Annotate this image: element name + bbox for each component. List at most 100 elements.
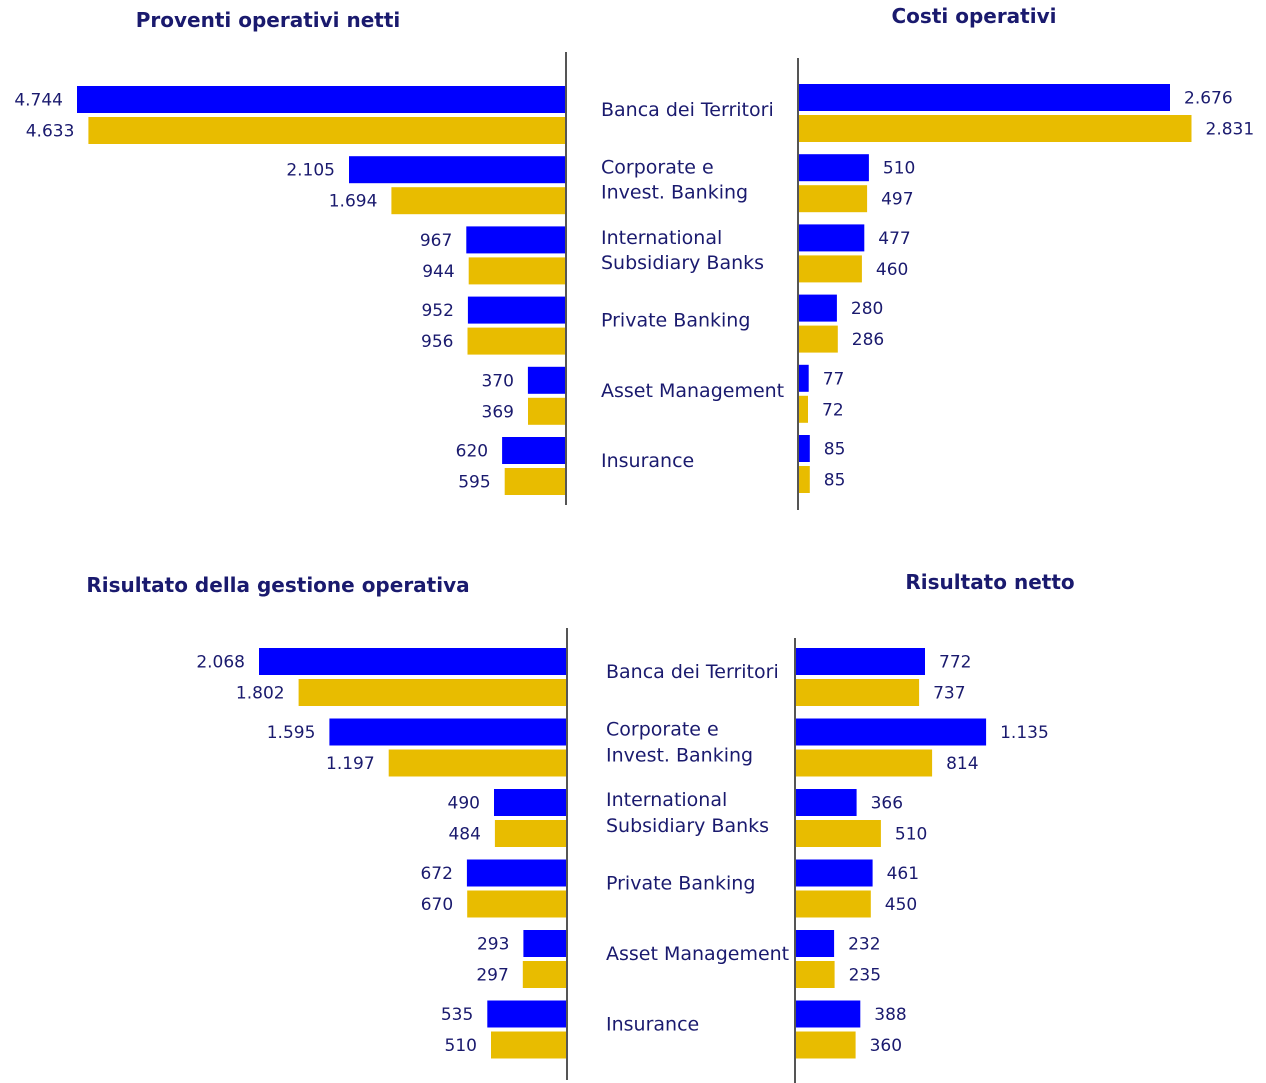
bar-p1-s0-c4 <box>798 364 809 392</box>
bar-p0-s1-c2 <box>468 257 566 285</box>
value-label-p1-s1-c5: 85 <box>824 471 846 491</box>
bar-p2-s1-c5 <box>491 1031 567 1059</box>
value-label-p0-s0-c0: 4.744 <box>14 91 63 111</box>
bar-p1-s1-c5 <box>798 466 810 493</box>
bar-p1-s0-c5 <box>798 435 810 462</box>
bar-p2-s1-c2 <box>494 820 567 847</box>
bar-p1-s1-c2 <box>798 255 862 283</box>
value-label-p2-s1-c0: 1.802 <box>236 684 285 704</box>
value-label-p1-s0-c0: 2.676 <box>1184 89 1233 109</box>
bar-p3-s1-c3 <box>795 890 871 918</box>
bar-p1-s1-c3 <box>798 325 838 353</box>
bar-p1-s0-c2 <box>798 224 865 252</box>
value-label-p1-s0-c3: 280 <box>851 299 883 319</box>
value-label-p0-s0-c2: 967 <box>420 231 452 251</box>
value-label-p3-s0-c2: 366 <box>871 794 903 814</box>
value-label-p2-s1-c1: 1.197 <box>326 754 375 774</box>
bar-p0-s0-c5 <box>502 437 566 464</box>
bar-p3-s0-c4 <box>795 930 835 957</box>
category-label-r1-c1-l0: Corporate e <box>606 719 719 741</box>
bar-p2-s0-c0 <box>259 648 567 675</box>
bar-p1-s1-c1 <box>798 185 868 213</box>
category-label-r1-c2-l1: Subsidiary Banks <box>606 815 769 837</box>
bar-p0-s0-c1 <box>349 156 566 184</box>
value-label-p2-s1-c3: 670 <box>421 895 453 915</box>
bar-p0-s1-c3 <box>467 327 566 355</box>
bar-p0-s0-c4 <box>527 366 566 394</box>
bar-p2-s1-c1 <box>388 749 567 777</box>
bar-p0-s0-c2 <box>466 226 566 254</box>
value-label-p3-s1-c2: 510 <box>895 825 927 845</box>
bar-p2-s1-c3 <box>467 890 567 918</box>
value-label-p2-s0-c0: 2.068 <box>196 653 245 673</box>
category-label-r1-c1-l1: Invest. Banking <box>606 745 753 767</box>
panel-title-costi: Costi operativi <box>892 4 1057 28</box>
bar-p2-s0-c5 <box>487 1000 567 1028</box>
value-label-p3-s1-c3: 450 <box>885 895 917 915</box>
bar-p3-s0-c0 <box>795 648 925 675</box>
value-label-p0-s1-c5: 595 <box>458 473 490 493</box>
bar-p3-s1-c0 <box>795 679 920 706</box>
value-label-p3-s0-c5: 388 <box>874 1005 906 1025</box>
value-label-p0-s0-c3: 952 <box>421 301 453 321</box>
value-label-p0-s0-c5: 620 <box>456 442 488 462</box>
category-label-r1-c0-l0: Banca dei Territori <box>606 661 779 683</box>
panel-title-proventi: Proventi operativi netti <box>136 8 401 32</box>
bar-p1-s0-c1 <box>798 154 869 182</box>
bar-p0-s1-c1 <box>391 187 566 215</box>
value-label-p3-s1-c5: 360 <box>870 1036 902 1056</box>
bar-p3-s0-c5 <box>795 1000 861 1028</box>
category-label-r0-c1-l0: Corporate e <box>601 157 714 179</box>
bar-p3-s0-c3 <box>795 859 873 887</box>
value-label-p1-s0-c4: 77 <box>823 369 845 389</box>
category-label-r0-c3-l0: Private Banking <box>601 310 750 332</box>
panel-title-risultato-netto: Risultato netto <box>905 570 1074 594</box>
bar-p1-s0-c3 <box>798 294 837 322</box>
value-label-p0-s1-c1: 1.694 <box>329 192 378 212</box>
value-label-p1-s1-c3: 286 <box>852 330 884 350</box>
value-label-p1-s0-c5: 85 <box>824 440 846 460</box>
category-label-r0-c2-l0: International <box>601 227 722 249</box>
value-label-p3-s1-c4: 235 <box>849 966 881 986</box>
value-label-p3-s0-c0: 772 <box>939 653 971 673</box>
value-label-p3-s0-c3: 461 <box>887 864 919 884</box>
category-label-r0-c4-l0: Asset Management <box>601 380 784 402</box>
value-label-p3-s0-c1: 1.135 <box>1000 723 1049 743</box>
value-label-p0-s0-c1: 2.105 <box>286 161 335 181</box>
category-label-r0-c1-l1: Invest. Banking <box>601 182 748 204</box>
value-label-p1-s1-c4: 72 <box>822 400 844 420</box>
bar-p1-s1-c4 <box>798 395 808 423</box>
bar-p1-s0-c0 <box>798 84 1170 111</box>
value-label-p1-s0-c2: 477 <box>878 229 910 249</box>
category-label-r0-c5-l0: Insurance <box>601 450 694 472</box>
bar-p0-s1-c4 <box>528 397 566 425</box>
category-label-r1-c3-l0: Private Banking <box>606 873 755 895</box>
value-label-p1-s1-c0: 2.831 <box>1206 120 1255 140</box>
value-label-p2-s0-c3: 672 <box>420 864 452 884</box>
bar-p3-s1-c1 <box>795 749 933 777</box>
value-label-p2-s0-c2: 490 <box>448 794 480 814</box>
bar-p1-s1-c0 <box>798 115 1192 142</box>
value-label-p0-s1-c4: 369 <box>482 402 514 422</box>
bar-p0-s0-c0 <box>77 86 566 113</box>
value-label-p1-s1-c1: 497 <box>881 190 913 210</box>
category-label-r0-c0-l0: Banca dei Territori <box>601 99 774 121</box>
bar-p2-s1-c4 <box>522 961 567 988</box>
bar-p2-s0-c3 <box>466 859 567 887</box>
category-label-r0-c2-l1: Subsidiary Banks <box>601 252 764 274</box>
bar-p2-s0-c2 <box>494 789 567 816</box>
value-label-p0-s0-c4: 370 <box>481 371 513 391</box>
value-label-p0-s1-c3: 956 <box>421 332 453 352</box>
category-label-r1-c2-l0: International <box>606 789 727 811</box>
bar-p2-s1-c0 <box>298 679 567 706</box>
value-label-p1-s1-c2: 460 <box>876 260 908 280</box>
value-label-p0-s1-c2: 944 <box>422 262 454 282</box>
value-label-p2-s1-c2: 484 <box>448 825 480 845</box>
bar-p0-s1-c0 <box>88 117 567 144</box>
chart-marks: 4.744 2.105 967 952 370 620 4.633 1.694 944 956 36… <box>14 52 1254 1083</box>
panel-title-risultato-gestione: Risultato della gestione operativa <box>86 573 469 597</box>
bar-p2-s0-c4 <box>523 930 567 957</box>
value-label-p2-s0-c5: 535 <box>441 1005 473 1025</box>
bar-p2-s0-c1 <box>329 718 567 746</box>
